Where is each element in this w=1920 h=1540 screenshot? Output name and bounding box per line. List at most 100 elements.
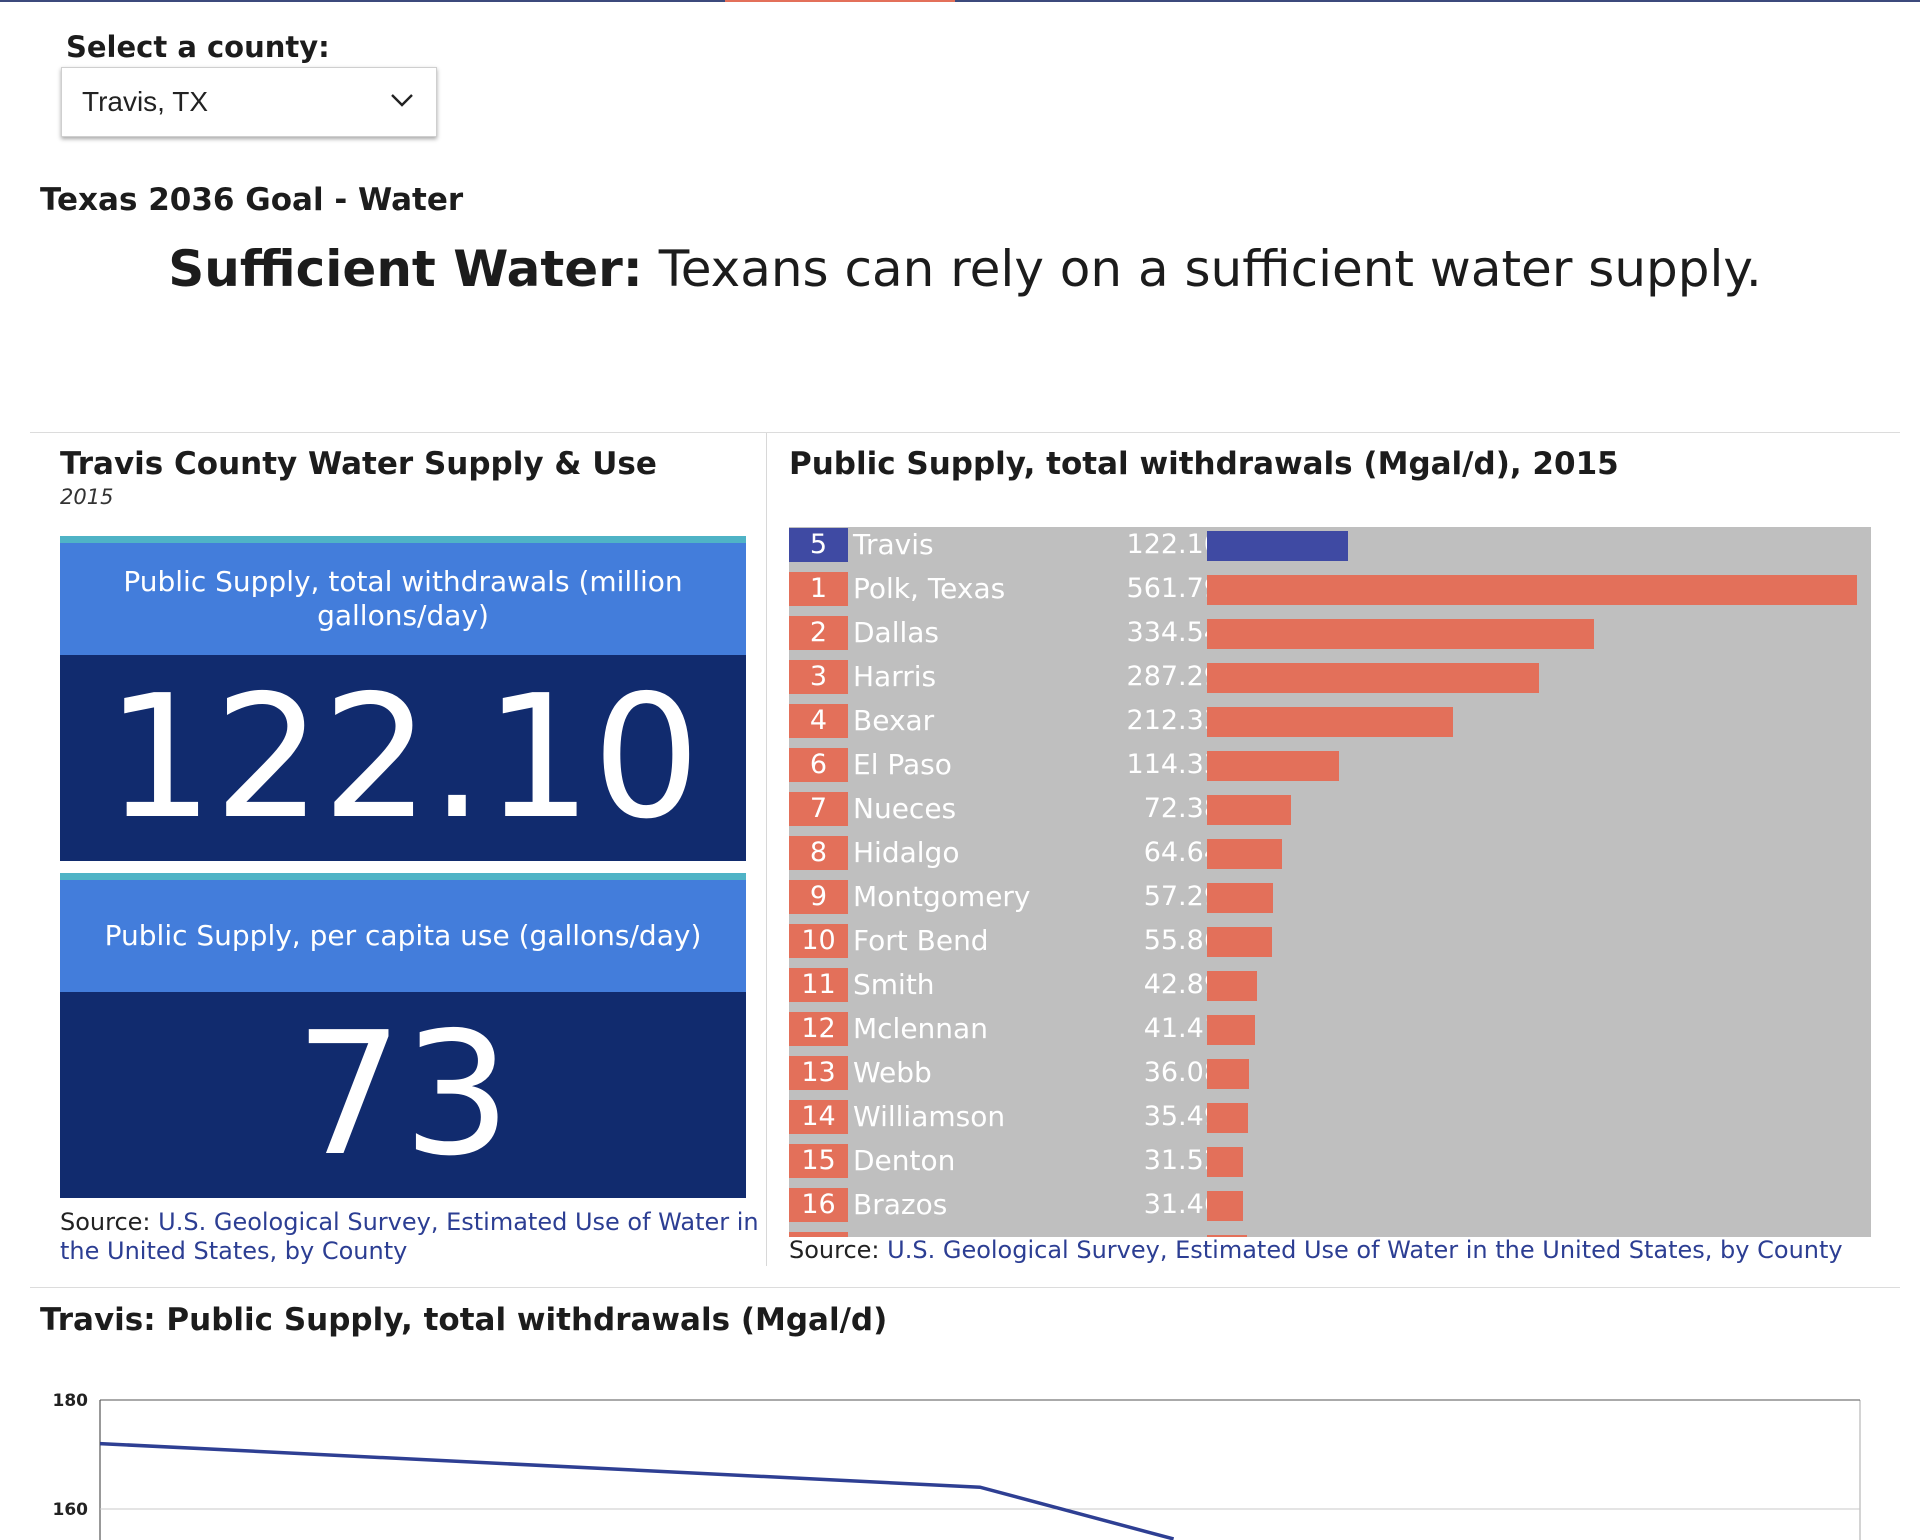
rank-number: 2 [789, 616, 848, 650]
rank-value-label: 287.29 [1126, 661, 1221, 692]
rank-county-name: Harris [853, 660, 937, 693]
rank-county-name: Denton [853, 1144, 956, 1177]
left-panel-title: Travis County Water Supply & Use [60, 446, 657, 482]
rank-county-name: Dallas [853, 616, 940, 649]
card-accent-bar [60, 873, 746, 880]
rank-value-label: 64.64 [1143, 837, 1221, 868]
rank-row[interactable]: 14 Williamson 35.49 [789, 1100, 1871, 1134]
rank-row[interactable]: 4 Bexar 212.33 [789, 704, 1871, 738]
per-capita-card: Public Supply, per capita use (gallons/d… [60, 873, 746, 1198]
rank-county-name: Montgomery [853, 880, 1031, 913]
rank-row[interactable]: 10 Fort Bend 55.86 [789, 924, 1871, 958]
rank-row[interactable]: 15 Denton 31.52 [789, 1144, 1871, 1178]
rank-value-label: 36.08 [1143, 1057, 1221, 1088]
rank-value-label: 334.54 [1126, 617, 1221, 648]
series-line [99, 1441, 1175, 1540]
rank-number: 7 [789, 792, 848, 826]
rank-bar [1207, 1191, 1244, 1221]
section-divider-bottom [30, 1287, 1900, 1288]
rank-bar [1207, 531, 1349, 561]
rank-number: 12 [789, 1012, 848, 1046]
goal-title: Texas 2036 Goal - Water [40, 182, 464, 218]
rank-row[interactable]: 12 Mclennan 41.41 [789, 1012, 1871, 1046]
rank-county-name: Williamson [853, 1100, 1006, 1133]
rank-number: 10 [789, 924, 848, 958]
rank-row[interactable]: 8 Hidalgo 64.64 [789, 836, 1871, 870]
rank-bar [1207, 1103, 1249, 1133]
rank-number: 16 [789, 1188, 848, 1222]
goal-headline-text: Texans can rely on a sufficient water su… [642, 240, 1762, 298]
rank-value-label: 57.29 [1143, 881, 1221, 912]
rank-value-label: 561.79 [1126, 573, 1221, 604]
right-source-link[interactable]: U.S. Geological Survey, Estimated Use of… [887, 1236, 1843, 1264]
rank-number: 1 [789, 572, 848, 606]
county-select[interactable]: Travis, TX [61, 67, 437, 137]
card-accent-bar [60, 536, 746, 543]
rank-row[interactable]: 1 Polk, Texas 561.79 [789, 572, 1871, 606]
right-source: Source: U.S. Geological Survey, Estimate… [789, 1236, 1889, 1265]
y-tick-label: 180 [53, 1391, 89, 1411]
rank-value-label: 35.49 [1143, 1101, 1221, 1132]
rank-value-label: 31.52 [1143, 1145, 1221, 1176]
ranking-bar-chart[interactable]: 5 Travis 122.10 1 Polk, Texas 561.79 2 Dallas 33… [789, 527, 1871, 1237]
chevron-down-icon [391, 94, 413, 107]
rank-row[interactable]: 2 Dallas 334.54 [789, 616, 1871, 650]
panel-divider [766, 433, 767, 1266]
rank-value-label: 41.41 [1143, 1013, 1221, 1044]
rank-bar [1207, 1015, 1255, 1045]
rank-number: 13 [789, 1056, 848, 1090]
rank-county-name: Brazos [853, 1188, 948, 1221]
rank-row[interactable]: 11 Smith 42.89 [789, 968, 1871, 1002]
right-source-prefix: Source: [789, 1236, 888, 1264]
rank-bar [1207, 1147, 1244, 1177]
rank-row[interactable]: 6 El Paso 114.33 [789, 748, 1871, 782]
rank-bar [1207, 619, 1595, 649]
left-source-prefix: Source: [60, 1208, 159, 1236]
county-select-value: Travis, TX [82, 86, 209, 117]
rank-value-label: 122.10 [1126, 529, 1221, 560]
rank-county-name: Mclennan [853, 1012, 988, 1045]
rank-row[interactable]: 9 Montgomery 57.29 [789, 880, 1871, 914]
rank-county-name: Polk, Texas [853, 572, 1006, 605]
rank-number: 15 [789, 1144, 848, 1178]
rank-county-name: Smith [853, 968, 935, 1001]
rank-number: 11 [789, 968, 848, 1002]
rank-value-label: 72.38 [1143, 793, 1221, 824]
rank-county-name: El Paso [853, 748, 952, 781]
goal-headline: Sufficient Water: Texans can rely on a s… [0, 240, 1920, 298]
rank-county-name: Travis [853, 528, 934, 561]
rank-value-label: 212.33 [1126, 705, 1221, 736]
rank-bar [1207, 883, 1274, 913]
left-source-link[interactable]: U.S. Geological Survey, Estimated Use of… [60, 1208, 759, 1265]
rank-bar [1207, 795, 1291, 825]
rank-value-label: 114.33 [1126, 749, 1221, 780]
withdrawals-line-chart: 180 160 [53, 1391, 1861, 1540]
rank-bar [1207, 707, 1453, 737]
rank-row[interactable]: 16 Brazos 31.46 [789, 1188, 1871, 1222]
left-panel-year: 2015 [60, 485, 114, 509]
section-divider-top [30, 432, 1900, 433]
withdrawals-card: Public Supply, total withdrawals (millio… [60, 536, 746, 861]
rank-row[interactable]: 5 Travis 122.10 [789, 528, 1871, 562]
rank-number: 5 [789, 528, 848, 562]
rank-number: 3 [789, 660, 848, 694]
rank-value-label: 31.46 [1143, 1189, 1221, 1220]
rank-row[interactable]: 7 Nueces 72.38 [789, 792, 1871, 826]
rank-bar [1207, 927, 1272, 957]
rank-bar [1207, 1059, 1249, 1089]
withdrawals-card-value: 122.10 [60, 655, 746, 861]
rank-row[interactable]: 13 Webb 36.08 [789, 1056, 1871, 1090]
rank-county-name: Bexar [853, 704, 935, 737]
county-select-label: Select a county: [66, 30, 330, 64]
goal-headline-bold: Sufficient Water: [168, 240, 643, 298]
rank-number: 8 [789, 836, 848, 870]
rank-value-label: 42.89 [1143, 969, 1221, 1000]
rank-row[interactable]: 3 Harris 287.29 [789, 660, 1871, 694]
rank-county-name: Nueces [853, 792, 957, 825]
withdrawals-card-label: Public Supply, total withdrawals (millio… [60, 543, 746, 655]
top-border-accent [725, 0, 955, 2]
rank-bar [1207, 751, 1340, 781]
rank-value-label: 55.86 [1143, 925, 1221, 956]
rank-number: 14 [789, 1100, 848, 1134]
line-chart-title: Travis: Public Supply, total withdrawals… [40, 1302, 888, 1338]
